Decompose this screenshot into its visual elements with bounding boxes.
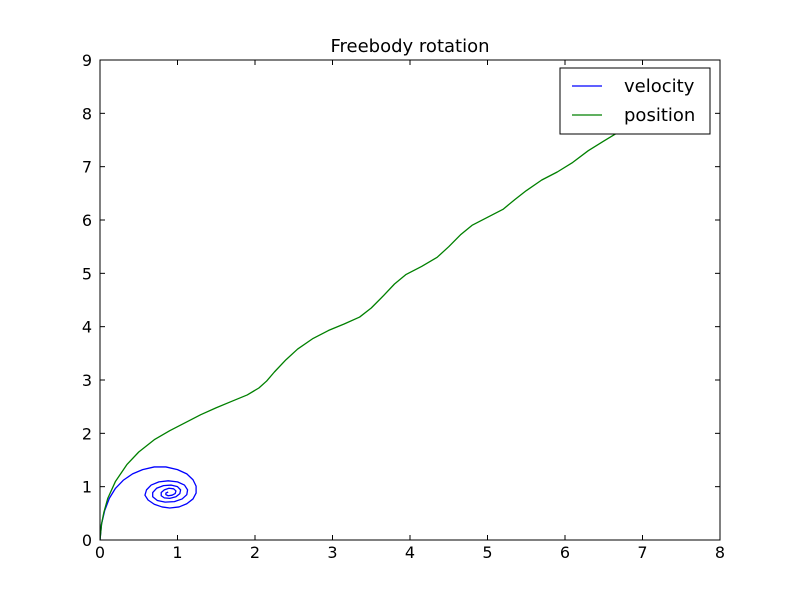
x-tick-label: 8 [715, 543, 725, 562]
x-tick-label: 3 [327, 543, 337, 562]
x-tick-label: 5 [482, 543, 492, 562]
x-tick-label: 6 [560, 543, 570, 562]
legend-label-position: position [624, 105, 695, 126]
series-line-position [100, 67, 709, 540]
x-tick-label: 7 [637, 543, 647, 562]
x-tick-label: 4 [405, 543, 415, 562]
series-line-velocity [100, 466, 197, 540]
x-tick-label: 0 [95, 543, 105, 562]
x-tick-label: 1 [172, 543, 182, 562]
x-tick-label: 2 [250, 543, 260, 562]
legend-label-velocity: velocity [624, 76, 695, 97]
y-tick-label: 1 [82, 478, 92, 497]
y-tick-label: 3 [82, 371, 92, 390]
y-tick-label: 0 [82, 531, 92, 550]
legend-box [559, 67, 711, 135]
series-layer [100, 67, 709, 540]
y-tick-label: 7 [82, 158, 92, 177]
y-tick-label: 6 [82, 211, 92, 230]
y-tick-label: 9 [82, 51, 92, 70]
legend: velocity position [559, 67, 711, 135]
chart-title: Freebody rotation [330, 36, 489, 57]
y-tick-label: 4 [82, 318, 92, 337]
ticks-layer: 0 1 2 3 4 5 6 7 8 0 1 2 3 4 5 6 7 8 9 [82, 51, 725, 562]
y-tick-label: 2 [82, 424, 92, 443]
y-tick-label: 8 [82, 104, 92, 123]
y-tick-label: 5 [82, 264, 92, 283]
